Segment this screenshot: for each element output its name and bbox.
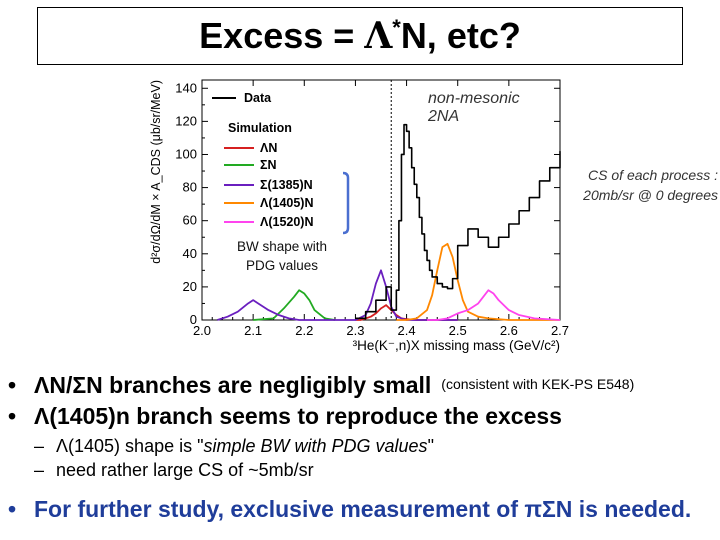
y-tick-label: 100 bbox=[175, 146, 197, 161]
chart-axes: 0 20 40 60 80 100 120 140 2.0 2.1 2.2 2.3 2.4 2.5 2.6 2… bbox=[149, 79, 569, 353]
y-tick-label: 120 bbox=[175, 113, 197, 128]
series-line-2 bbox=[253, 289, 336, 321]
y-tick-label: 40 bbox=[183, 246, 197, 261]
annotation-line1: non-mesonic bbox=[428, 90, 520, 107]
x-axis-label: ³He(K⁻,n)X missing mass (GeV/c²) bbox=[353, 338, 560, 353]
bullet-3: • For further study, exclusive measuremen… bbox=[8, 496, 691, 523]
bullet-marker: • bbox=[8, 496, 17, 522]
title-suffix: N, etc? bbox=[400, 15, 521, 56]
title-box: Excess = Λ*N, etc? bbox=[37, 7, 683, 65]
legend-sim-header: Simulation bbox=[228, 121, 292, 135]
bullet-marker: • bbox=[8, 372, 17, 398]
sub-bullet-1-text-b: " bbox=[427, 436, 434, 456]
legend-label-2: ΣN bbox=[260, 158, 277, 172]
sub-bullet-1: – Λ(1405) shape is "simple BW with PDG va… bbox=[34, 436, 434, 457]
bullet-2: • Λ(1405)n branch seems to reproduce the … bbox=[8, 403, 562, 430]
bw-note-line1: BW shape with bbox=[236, 239, 328, 254]
plot-frame bbox=[201, 79, 561, 321]
series-line-4 bbox=[396, 242, 560, 321]
y-tick-label: 140 bbox=[175, 80, 197, 95]
bw-note: BW shape with PDG values bbox=[214, 237, 350, 275]
legend-bracket bbox=[342, 171, 350, 235]
y-tick-label: 80 bbox=[183, 180, 197, 195]
bullet-3-text: For further study, exclusive measurement… bbox=[34, 496, 692, 522]
cs-note-line2: 20mb/sr @ 0 degrees bbox=[583, 187, 718, 203]
annotation-line2: 2NA bbox=[427, 108, 459, 125]
legend-label-data: Data bbox=[244, 91, 272, 105]
x-tick-label: 2.6 bbox=[500, 323, 518, 338]
title-prefix: Excess = bbox=[199, 15, 365, 56]
legend-label-3: Σ(1385)N bbox=[260, 178, 313, 192]
y-tick-label: 60 bbox=[183, 213, 197, 228]
legend-label-1: ΛN bbox=[260, 141, 277, 155]
bullet-2-text: Λ(1405)n branch seems to reproduce the e… bbox=[34, 403, 562, 429]
sub-bullet-1-italic: simple BW with PDG values bbox=[203, 436, 428, 456]
bw-note-line2: PDG values bbox=[245, 258, 319, 273]
x-tick-label: 2.5 bbox=[449, 323, 467, 338]
series-line-3 bbox=[217, 269, 458, 321]
chart-legend: Data Simulation ΛN ΣN Σ(1385)N Λ(1405)N Λ(1520… bbox=[212, 91, 314, 229]
series-line-5 bbox=[427, 289, 561, 321]
x-tick-label: 2.7 bbox=[551, 323, 569, 338]
series-line-0 bbox=[355, 123, 561, 320]
sub-bullet-2: – need rather large CS of ~5mb/sr bbox=[34, 460, 314, 481]
sub-bullet-2-text: need rather large CS of ~5mb/sr bbox=[56, 460, 314, 480]
title-sup: * bbox=[392, 15, 401, 40]
y-tick-label: 20 bbox=[183, 279, 197, 294]
missing-mass-chart: 0 20 40 60 80 100 120 140 2.0 2.1 2.2 2.3 2.4 2.5 2.6 2… bbox=[149, 79, 569, 353]
sub-bullet-1-text-a: Λ(1405) shape is " bbox=[56, 436, 204, 456]
cs-note-line1: CS of each process : bbox=[588, 167, 718, 183]
sub-bullet-marker: – bbox=[34, 460, 45, 480]
chart-series bbox=[217, 123, 561, 321]
x-tick-label: 2.4 bbox=[398, 323, 416, 338]
bullet-1-note: (consistent with KEK-PS E548) bbox=[441, 376, 635, 392]
y-tick-label: 0 bbox=[190, 312, 197, 327]
x-tick-label: 2.3 bbox=[346, 323, 364, 338]
bullet-marker: • bbox=[8, 403, 17, 429]
x-tick-label: 2.0 bbox=[193, 323, 211, 338]
title-greek: Λ bbox=[364, 15, 393, 57]
legend-label-5: Λ(1520)N bbox=[260, 215, 314, 229]
bullet-1-text: ΛN/ΣN branches are negligibly small bbox=[34, 372, 432, 398]
sub-bullet-marker: – bbox=[34, 436, 45, 456]
bullet-1: • ΛN/ΣN branches are negligibly small (con… bbox=[8, 372, 634, 399]
x-tick-label: 2.1 bbox=[244, 323, 262, 338]
cs-note: CS of each process : 20mb/sr @ 0 degrees bbox=[550, 165, 718, 205]
x-tick-label: 2.2 bbox=[295, 323, 313, 338]
y-axis-label: d²σ/dΩ/dM × A_CDS (μb/sr/MeV) bbox=[149, 80, 163, 264]
legend-label-4: Λ(1405)N bbox=[260, 196, 314, 210]
slide-title: Excess = Λ*N, etc? bbox=[199, 15, 521, 57]
